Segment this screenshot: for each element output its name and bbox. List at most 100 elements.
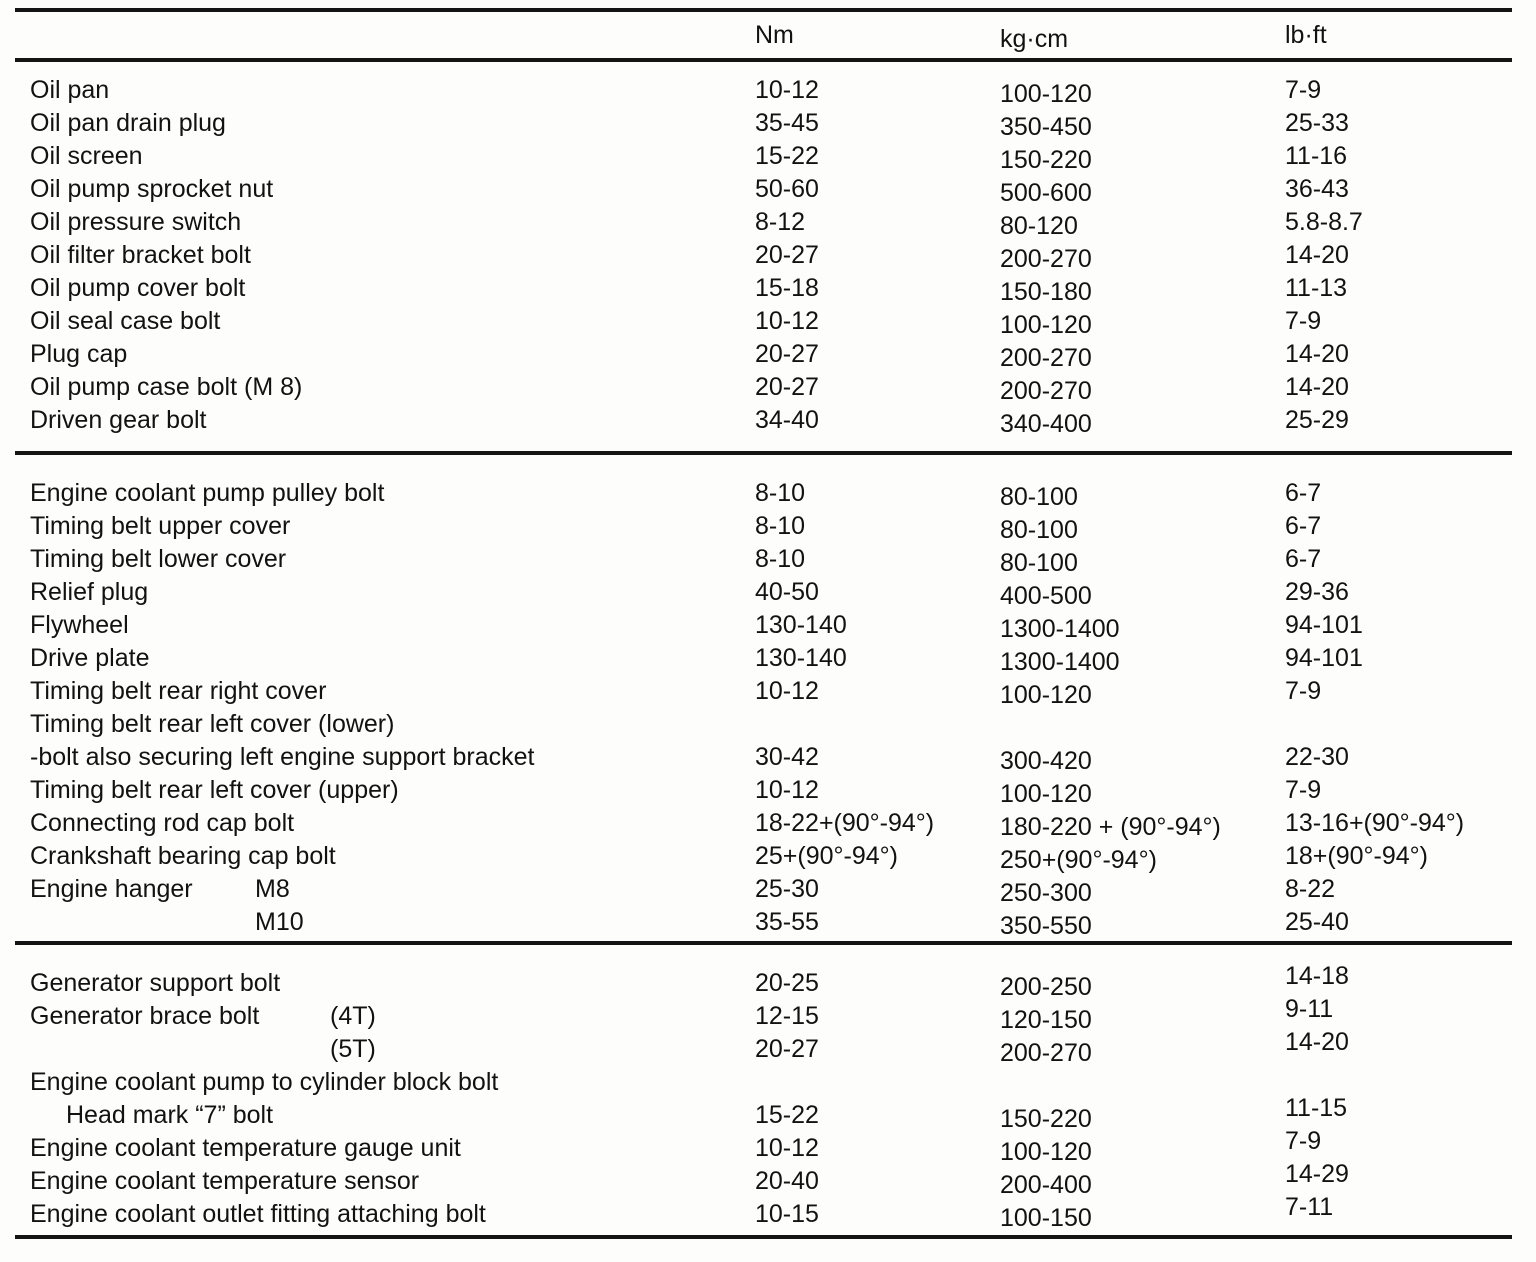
nm-value: 18-22+(90°-94°): [755, 809, 935, 837]
table-row: Timing belt lower cover 8-10 80-100 6-7: [0, 543, 1536, 577]
table-body: Oil pan 10-12 100-120 7-9 Oil pan drain plug…: [0, 62, 1536, 1235]
lbft-value: 11-15: [1285, 1094, 1348, 1122]
kgcm-value: 80-120: [1000, 212, 1078, 240]
item-label: Timing belt rear left cover (lower): [30, 710, 395, 738]
item-sublabel: M8: [255, 875, 290, 903]
lbft-value: 36-43: [1285, 175, 1349, 203]
item-label: Engine hanger M8: [30, 873, 755, 906]
kgcm-value: 180-220 + (90°-94°): [1000, 813, 1221, 841]
nm-value: 15-22: [755, 142, 819, 170]
item-label: Timing belt rear left cover (upper): [30, 776, 399, 804]
table-row: Generator brace bolt (4T) 12-15 120-150 9-11: [0, 995, 1536, 1034]
nm-value: 20-25: [755, 969, 819, 997]
item-label: Oil pump sprocket nut: [30, 175, 274, 203]
lbft-value: 9-11: [1285, 995, 1334, 1023]
item-label: Head mark “7” bolt: [66, 1101, 274, 1129]
nm-value: 12-15: [755, 1002, 819, 1030]
lbft-value: 25-29: [1285, 406, 1349, 434]
kgcm-value: 350-450: [1000, 113, 1092, 141]
lbft-value: 7-9: [1285, 776, 1322, 804]
table-row: Drive plate 130-140 1300-1400 94-101: [0, 642, 1536, 676]
kgcm-value: 200-270: [1000, 245, 1092, 273]
table-row: Timing belt rear right cover 10-12 100-120…: [0, 675, 1536, 709]
nm-value: 20-40: [755, 1167, 819, 1195]
item-label: Oil seal case bolt: [30, 307, 221, 335]
item-label: Generator support bolt: [30, 969, 281, 997]
nm-value: 10-12: [755, 76, 819, 104]
nm-value: 8-10: [755, 545, 806, 573]
lbft-value: 94-101: [1285, 611, 1363, 639]
lbft-value: 8-22: [1285, 875, 1336, 903]
lbft-value: 94-101: [1285, 644, 1363, 672]
item-label: Timing belt upper cover: [30, 512, 291, 540]
table-row: Oil screen 15-22 150-220 11-16: [0, 140, 1536, 174]
item-label: Engine coolant pump pulley bolt: [30, 479, 385, 507]
column-header-lbft: lb·ft: [1285, 20, 1327, 49]
table-row: Timing belt rear left cover (upper) 10-12…: [0, 774, 1536, 808]
kgcm-value: 200-400: [1000, 1171, 1092, 1199]
table-row: Connecting rod cap bolt 18-22+(90°-94°) 18…: [0, 807, 1536, 841]
kgcm-value: 400-500: [1000, 582, 1092, 610]
lbft-value: 7-11: [1285, 1193, 1334, 1221]
nm-value: 20-27: [755, 340, 819, 368]
kgcm-value: 150-180: [1000, 278, 1092, 306]
kgcm-value: 150-220: [1000, 146, 1092, 174]
lbft-value: 6-7: [1285, 545, 1322, 573]
nm-value: 34-40: [755, 406, 819, 434]
nm-value: 130-140: [755, 644, 847, 672]
kgcm-value: 250-300: [1000, 879, 1092, 907]
kgcm-value: [1000, 1070, 1285, 1103]
lbft-value: 25-40: [1285, 908, 1349, 936]
table-row: Engine coolant pump pulley bolt 8-10 80-10…: [0, 477, 1536, 511]
item-sublabel: (5T): [330, 1035, 376, 1063]
lbft-value: 14-20: [1285, 1028, 1349, 1056]
table-row: Engine coolant outlet fitting attaching …: [0, 1193, 1536, 1232]
top-rule: [15, 8, 1512, 12]
table-row: Oil seal case bolt 10-12 100-120 7-9: [0, 305, 1536, 339]
lbft-value: 18+(90°-94°): [1285, 842, 1428, 870]
nm-value: 25-30: [755, 875, 819, 903]
nm-value: 10-12: [755, 1134, 819, 1162]
table-row: Oil pan drain plug 35-45 350-450 25-33: [0, 107, 1536, 141]
nm-value: 20-27: [755, 1035, 819, 1063]
kgcm-value: 350-550: [1000, 912, 1092, 940]
kgcm-value: 100-120: [1000, 1138, 1092, 1166]
kgcm-value: 1300-1400: [1000, 615, 1120, 643]
item-label: Generator brace bolt (4T): [30, 1000, 755, 1033]
item-label: Relief plug: [30, 578, 149, 606]
lbft-value: [1285, 1059, 1536, 1092]
table-row: Oil filter bracket bolt 20-27 200-270 14-20: [0, 239, 1536, 273]
item-label: Oil pan: [30, 76, 110, 104]
item-label: Oil filter bracket bolt: [30, 241, 251, 269]
kgcm-value: 100-120: [1000, 80, 1092, 108]
table-row: (5T) 20-27 200-270 14-20: [0, 1028, 1536, 1067]
item-label: Engine coolant temperature sensor: [30, 1167, 420, 1195]
item-label: Engine coolant temperature gauge unit: [30, 1134, 461, 1162]
kgcm-value: 100-120: [1000, 780, 1092, 808]
item-sublabel: M10: [255, 908, 304, 936]
table-row: -bolt also securing left engine support …: [0, 741, 1536, 775]
table-row: Timing belt upper cover 8-10 80-100 6-7: [0, 510, 1536, 544]
kgcm-value: 100-120: [1000, 311, 1092, 339]
nm-value: 30-42: [755, 743, 819, 771]
table-row: Engine coolant temperature sensor 20-40 20…: [0, 1160, 1536, 1199]
kgcm-value: 150-220: [1000, 1105, 1092, 1133]
kgcm-value: [1000, 712, 1285, 745]
table-row: Engine coolant pump to cylinder block bo…: [0, 1066, 1536, 1099]
column-header-kgcm: kg·cm: [1000, 24, 1069, 53]
table-header-row: Nm kg·cm lb·ft: [0, 12, 1536, 58]
kgcm-value: 80-100: [1000, 483, 1078, 511]
table-row: Engine coolant temperature gauge unit 10-…: [0, 1127, 1536, 1166]
lbft-value: 25-33: [1285, 109, 1349, 137]
kgcm-value: 100-150: [1000, 1204, 1092, 1232]
table-row: Oil pressure switch 8-12 80-120 5.8-8.7: [0, 206, 1536, 240]
item-label: Engine coolant pump to cylinder block bo…: [30, 1068, 499, 1096]
nm-value: 8-12: [755, 208, 806, 236]
kgcm-value: 500-600: [1000, 179, 1092, 207]
table-row: Timing belt rear left cover (lower): [0, 708, 1536, 741]
table-section-1: Oil pan 10-12 100-120 7-9 Oil pan drain plug…: [0, 62, 1536, 451]
table-row: Head mark “7” bolt 15-22 150-220 11-15: [0, 1094, 1536, 1133]
table-row: Oil pump cover bolt 15-18 150-180 11-13: [0, 272, 1536, 306]
bottom-rule: [15, 1235, 1512, 1239]
lbft-value: 22-30: [1285, 743, 1349, 771]
